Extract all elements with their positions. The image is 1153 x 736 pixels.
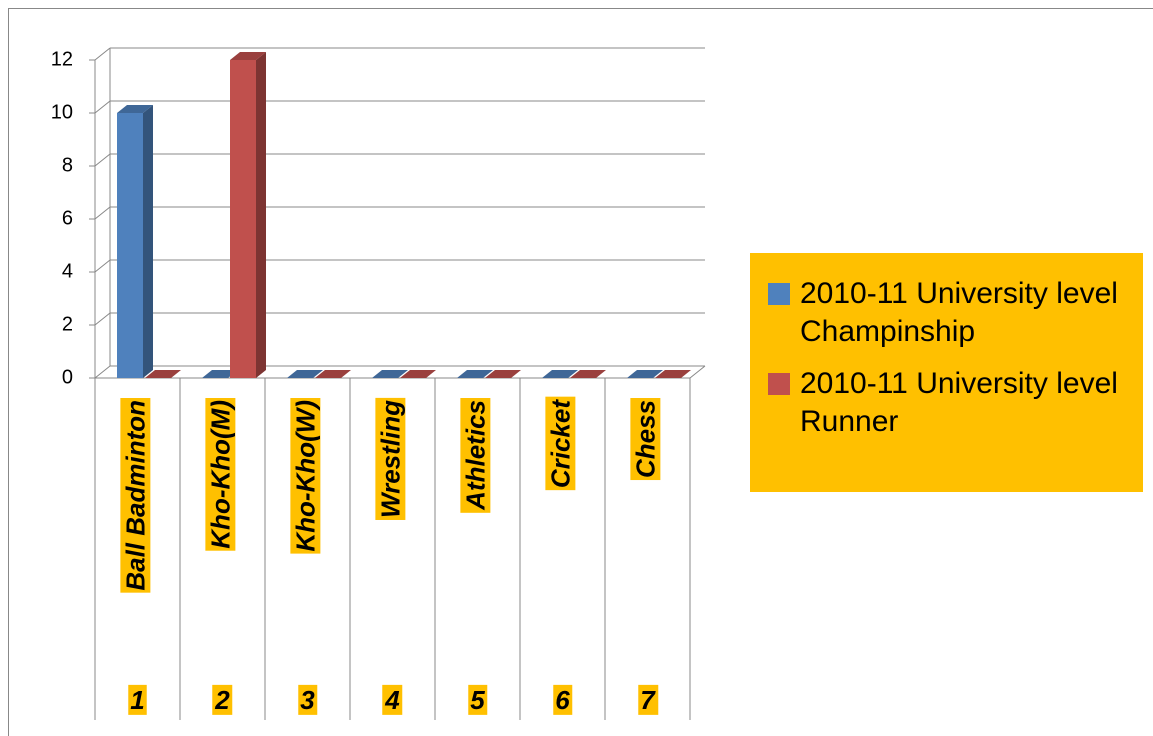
label-background bbox=[460, 398, 491, 513]
grid-line bbox=[94, 365, 111, 379]
bar-top bbox=[145, 370, 181, 378]
category-number: 6 bbox=[555, 685, 570, 715]
label-background bbox=[375, 397, 406, 520]
label-background bbox=[468, 684, 488, 715]
legend-swatch bbox=[768, 283, 790, 305]
category-number: 1 bbox=[130, 685, 144, 715]
bar-front bbox=[230, 60, 256, 378]
bar-front bbox=[117, 113, 143, 378]
grid-line bbox=[94, 47, 111, 61]
legend: 2010-11 University level Champinship 2010… bbox=[750, 253, 1143, 492]
y-tick-label: 8 bbox=[62, 154, 73, 176]
x-tick-label: Wrestling bbox=[375, 400, 405, 518]
x-tick-label: Kho-Kho(M) bbox=[205, 400, 235, 549]
category-number: 4 bbox=[384, 685, 400, 715]
grid-line bbox=[94, 259, 111, 273]
legend-entry: 2010-11 University level Champinship bbox=[768, 275, 1133, 351]
floor bbox=[689, 365, 706, 379]
label-background bbox=[545, 396, 576, 491]
bar-top bbox=[400, 370, 436, 378]
label-background bbox=[382, 684, 403, 715]
category-number: 5 bbox=[470, 685, 485, 715]
x-tick-label: Athletics bbox=[460, 400, 490, 511]
bar-side bbox=[143, 105, 153, 378]
y-tick-label: 0 bbox=[62, 366, 73, 388]
bar-top bbox=[542, 370, 578, 378]
bar-top bbox=[655, 370, 691, 378]
bar-top bbox=[372, 370, 408, 378]
legend-label: 2010-11 University level Runner bbox=[800, 367, 1118, 438]
x-tick-label: Ball Badminton bbox=[120, 400, 150, 591]
bar-top bbox=[287, 370, 323, 378]
label-background bbox=[212, 684, 233, 715]
label-background bbox=[630, 398, 661, 481]
label-background bbox=[120, 398, 151, 593]
bar-top bbox=[457, 370, 493, 378]
y-tick-label: 10 bbox=[51, 101, 73, 123]
chart-border bbox=[8, 8, 1153, 736]
label-background bbox=[298, 684, 318, 715]
x-tick-label: Chess bbox=[630, 400, 660, 478]
bar-side bbox=[256, 52, 266, 378]
label-background bbox=[290, 398, 321, 554]
x-tick-label: Cricket bbox=[545, 399, 575, 488]
category-number: 3 bbox=[300, 685, 315, 715]
y-tick-label: 6 bbox=[62, 207, 73, 229]
bar-top bbox=[627, 370, 663, 378]
category-number: 2 bbox=[214, 685, 230, 715]
bar-top bbox=[315, 370, 351, 378]
grid-line bbox=[94, 312, 111, 326]
label-background bbox=[128, 684, 147, 715]
grid-line bbox=[94, 153, 111, 167]
bar-top bbox=[230, 52, 266, 60]
bar-top bbox=[202, 370, 238, 378]
grid-line bbox=[94, 206, 111, 220]
legend-entry: 2010-11 University level Runner bbox=[768, 365, 1133, 441]
grid-line bbox=[94, 100, 111, 114]
legend-label: 2010-11 University level Champinship bbox=[800, 277, 1118, 348]
y-tick-label: 2 bbox=[62, 313, 73, 335]
label-background bbox=[638, 684, 659, 715]
y-tick-label: 12 bbox=[51, 48, 73, 70]
bar-top bbox=[117, 105, 153, 113]
bar-top bbox=[485, 370, 521, 378]
y-tick-label: 4 bbox=[62, 260, 73, 282]
x-tick-label: Kho-Kho(W) bbox=[290, 400, 320, 552]
category-number: 7 bbox=[640, 685, 656, 715]
legend-swatch bbox=[768, 373, 790, 395]
label-background bbox=[553, 684, 573, 715]
bar-top bbox=[570, 370, 606, 378]
label-background bbox=[205, 398, 236, 551]
